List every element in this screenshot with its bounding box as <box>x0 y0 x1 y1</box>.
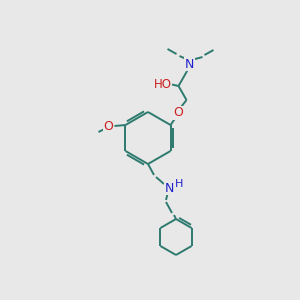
Text: N: N <box>164 182 174 194</box>
Text: O: O <box>103 121 113 134</box>
Text: N: N <box>185 58 194 70</box>
Text: HO: HO <box>154 77 172 91</box>
Text: H: H <box>175 179 183 189</box>
Text: O: O <box>174 106 184 119</box>
